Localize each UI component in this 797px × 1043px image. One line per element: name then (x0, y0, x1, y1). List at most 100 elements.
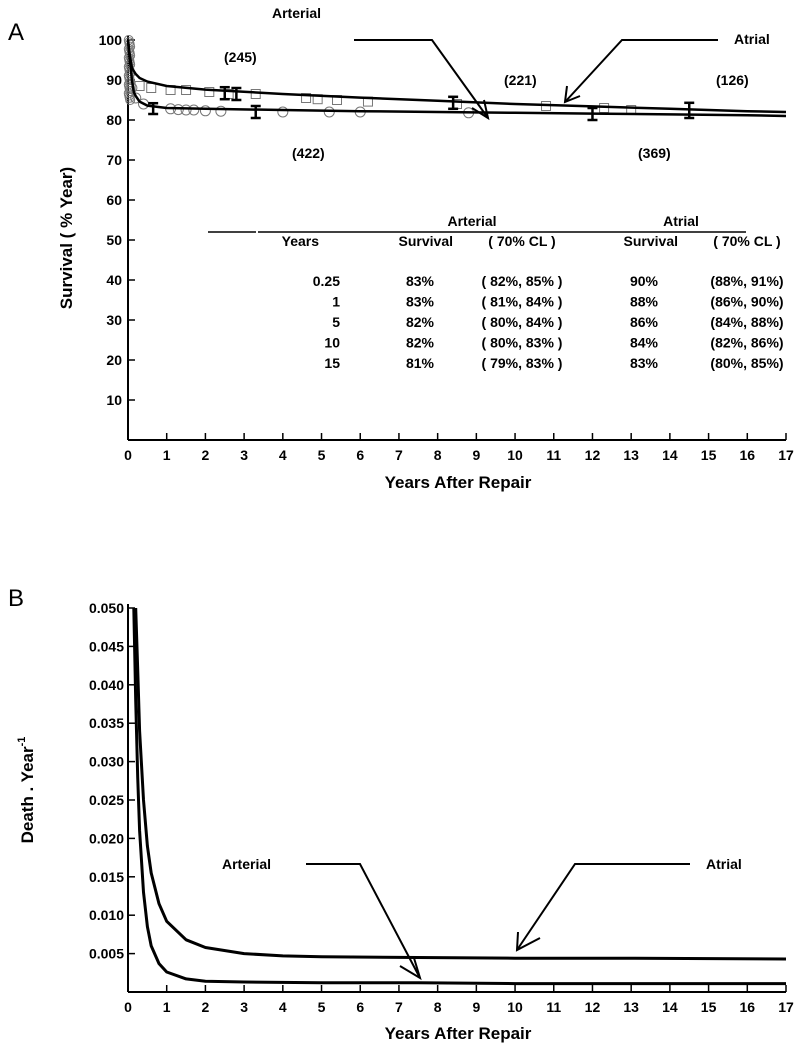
panel-b-y-tick-labels: 0.005 0.010 0.015 0.020 0.025 0.030 0.035 0.040… (89, 600, 124, 962)
panel-b-x-tick-labels: 0 1 2 3 4 5 6 7 8 9 10 11 12 13 14 15 16 17 (124, 999, 794, 1015)
panel-b-y-tick-label: 0.045 (89, 638, 124, 654)
table-cell: (84%, 88%) (710, 314, 783, 330)
panel-a-x-axis-label: Years After Repair (385, 473, 532, 492)
panel-b-y-tick-label: 0.030 (89, 754, 124, 770)
panel-b-x-tick-label: 9 (472, 999, 480, 1015)
table-cell: (82%, 86%) (710, 335, 783, 351)
panel-a-arterial-error-bar (250, 104, 261, 120)
panel-b-x-tick-label: 7 (395, 999, 403, 1015)
panel-a-atrial-label: Atrial (734, 31, 770, 47)
panel-a-count: (369) (638, 145, 671, 161)
panel-a-atrial-error-bar (231, 86, 242, 102)
panel-a-atrial-line (126, 39, 787, 114)
table-column-header: ( 70% CL ) (713, 233, 780, 249)
panel-b-axes (127, 604, 787, 993)
table-column-header: Survival (399, 233, 453, 249)
panel-a-x-tick-label: 8 (434, 447, 442, 463)
panel-a-x-tick-label: 16 (740, 447, 756, 463)
table-column-header: ( 70% CL ) (488, 233, 555, 249)
panel-a-x-tick-label: 3 (240, 447, 248, 463)
panel-a-y-tick-label: 30 (106, 312, 122, 328)
panel-b-arterial-leader-line (306, 863, 421, 979)
panel-a-y-tick-label: 40 (106, 272, 122, 288)
table-body: 0.25 83% ( 82%, 85% ) 90% (88%, 91%) 1 83% ( 81… (313, 273, 784, 371)
panel-a-x-tick-label: 7 (395, 447, 403, 463)
table-column-header: Years (282, 233, 320, 249)
panel-letter-a: A (8, 19, 24, 46)
panel-b-chart: B 0.0050.0100.0150.0200.0250.0300.0350.0… (8, 585, 794, 1043)
table-cell: 0.25 (313, 273, 340, 289)
panel-a-x-tick-label: 11 (546, 447, 561, 463)
table-cell: (86%, 90%) (710, 294, 783, 310)
panel-a-x-tick-label: 14 (662, 447, 678, 463)
panel-b-x-tick-label: 12 (585, 999, 601, 1015)
panel-b-x-tick-label: 13 (623, 999, 639, 1015)
panel-b-x-tick-label: 8 (434, 999, 442, 1015)
panel-a-atrial-arrowhead (563, 85, 581, 104)
panel-a-y-tick-label: 90 (106, 72, 122, 88)
panel-a-x-tick-label: 5 (318, 447, 326, 463)
panel-a-arterial-leader-line (354, 39, 489, 119)
panel-a-atrial-error-bar (219, 85, 230, 101)
panel-a-atrial-leader-line (564, 39, 718, 103)
panel-b-x-tick-label: 0 (124, 999, 132, 1015)
table-group-header: Atrial (663, 213, 699, 229)
panel-a-x-tick-label: 15 (701, 447, 717, 463)
panel-b-arterial-arrowhead (399, 957, 422, 981)
table-cell: 5 (332, 314, 340, 330)
panel-b-x-tick-label: 10 (507, 999, 523, 1015)
panel-b-x-tick-label: 3 (240, 999, 248, 1015)
table-cell: 82% (406, 314, 435, 330)
table-cell: 84% (630, 335, 659, 351)
panel-b-x-tick-label: 14 (662, 999, 678, 1015)
panel-b-y-tick-label: 0.010 (89, 907, 124, 923)
panel-b-arterial-line (132, 607, 786, 986)
panel-b-arterial-label: Arterial (222, 856, 271, 872)
panel-b-atrial-label: Atrial (706, 856, 742, 872)
table-cell: ( 79%, 83% ) (482, 355, 563, 371)
panel-a-x-tick-label: 1 (163, 447, 171, 463)
panel-b-x-tick-label: 5 (318, 999, 326, 1015)
panel-a-x-tick-label: 13 (623, 447, 639, 463)
panel-a-arterial-point (188, 104, 200, 116)
panel-a-y-tick-label: 80 (106, 112, 122, 128)
panel-b-atrial-leader-line (516, 863, 690, 951)
panel-a-x-tick-label: 12 (585, 447, 601, 463)
panel-a-count: (245) (224, 49, 257, 65)
panel-a-arterial-line (126, 39, 787, 118)
survival-table: Arterial Atrial Years Survival ( 70% CL … (208, 213, 784, 371)
table-column-header: Survival (624, 233, 678, 249)
panel-b-x-axis-label: Years After Repair (385, 1024, 532, 1043)
table-cell: 83% (406, 294, 435, 310)
panel-b-y-tick-label: 0.050 (89, 600, 124, 616)
table-cell: (80%, 85%) (710, 355, 783, 371)
panel-b-x-tick-label: 6 (356, 999, 364, 1015)
panel-a-atrial-error-bar (448, 95, 459, 111)
panel-a-y-tick-labels: 10 20 30 40 50 60 70 80 90 100 (99, 32, 123, 408)
panel-b-x-tick-label: 11 (546, 999, 561, 1015)
panel-b-x-tick-label: 1 (163, 999, 171, 1015)
panel-b-atrial-arrowhead (515, 931, 541, 952)
panel-b-y-axis-label-text: Death . Year (18, 746, 37, 843)
panel-a-y-tick-label: 100 (99, 32, 123, 48)
table-cell: 1 (332, 294, 340, 310)
panel-a-atrial-point (181, 85, 192, 95)
panel-a-arterial-point (277, 106, 289, 118)
panel-a-y-tick-label: 60 (106, 192, 122, 208)
panel-a-x-tick-label: 17 (778, 447, 794, 463)
table-cell: ( 82%, 85% ) (482, 273, 563, 289)
table-cell: 15 (324, 355, 340, 371)
table-cell: 10 (324, 335, 340, 351)
panel-a-atrial-error-bar (684, 101, 695, 120)
panel-a-x-tick-label: 6 (356, 447, 364, 463)
table-cell: 83% (630, 355, 659, 371)
panel-letter-b: B (8, 585, 24, 612)
panel-b-y-tick-label: 0.040 (89, 677, 124, 693)
panel-b-y-tick-label: 0.035 (89, 715, 124, 731)
table-cell: ( 80%, 83% ) (482, 335, 563, 351)
table-cell: 88% (630, 294, 659, 310)
panel-a-arterial-point (130, 92, 142, 104)
panel-a-arterial-point (125, 95, 136, 105)
panel-a-atrial-point (134, 81, 145, 91)
